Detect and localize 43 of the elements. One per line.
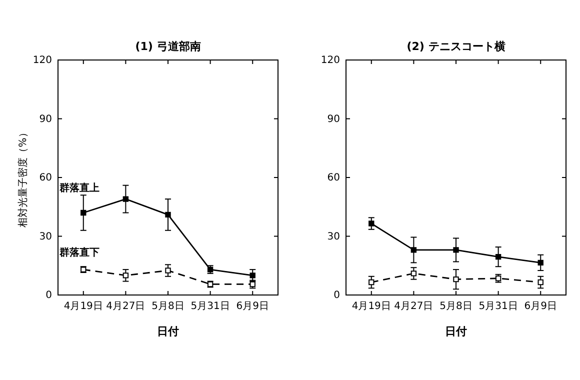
point — [368, 220, 374, 226]
y-axis-title: 相対光量子密度（%） — [17, 128, 29, 228]
y-tick-label: 60 — [39, 172, 52, 184]
y-tick-label: 30 — [327, 231, 340, 242]
y-tick-label: 120 — [320, 55, 340, 66]
x-tick-label: 4月19日 — [352, 301, 391, 312]
point — [538, 279, 544, 286]
y-tick-label: 60 — [327, 172, 340, 184]
series-label: 群落直下 — [58, 246, 100, 259]
point — [453, 276, 459, 282]
point — [122, 196, 129, 202]
y-tick-label: 90 — [39, 114, 52, 125]
x-tick-label: 4月27日 — [106, 301, 146, 312]
chart-title: (2) テニスコート横 — [406, 40, 506, 53]
x-tick-label: 6月9日 — [524, 301, 557, 312]
x-tick-label: 4月19日 — [64, 301, 103, 312]
x-tick-label: 5月31日 — [190, 301, 230, 312]
chart-title: (1) 弓道部南 — [135, 40, 201, 53]
point — [250, 272, 256, 278]
point — [495, 254, 502, 260]
x-tick-label: 6月9日 — [236, 301, 269, 312]
y-tick-label: 0 — [334, 290, 340, 302]
x-tick-label: 5月8日 — [440, 301, 472, 312]
point — [122, 272, 129, 278]
x-tick-label: 5月8日 — [152, 301, 184, 312]
y-tick-label: 120 — [32, 55, 52, 66]
series-label: 群落直上 — [58, 182, 100, 194]
point — [410, 247, 417, 253]
point — [368, 279, 374, 286]
point — [165, 268, 171, 274]
x-tick-label: 4月27日 — [394, 301, 434, 312]
point — [165, 212, 171, 218]
point — [453, 247, 459, 253]
point — [80, 210, 86, 216]
y-tick-label: 90 — [327, 114, 340, 125]
point — [495, 276, 502, 282]
point — [538, 260, 544, 266]
x-axis-title: 日付 — [445, 325, 467, 338]
x-axis-title: 日付 — [157, 325, 179, 338]
y-tick-label: 30 — [39, 231, 52, 242]
point — [410, 270, 417, 276]
x-tick-label: 5月31日 — [478, 301, 518, 312]
y-tick-label: 0 — [46, 290, 52, 302]
